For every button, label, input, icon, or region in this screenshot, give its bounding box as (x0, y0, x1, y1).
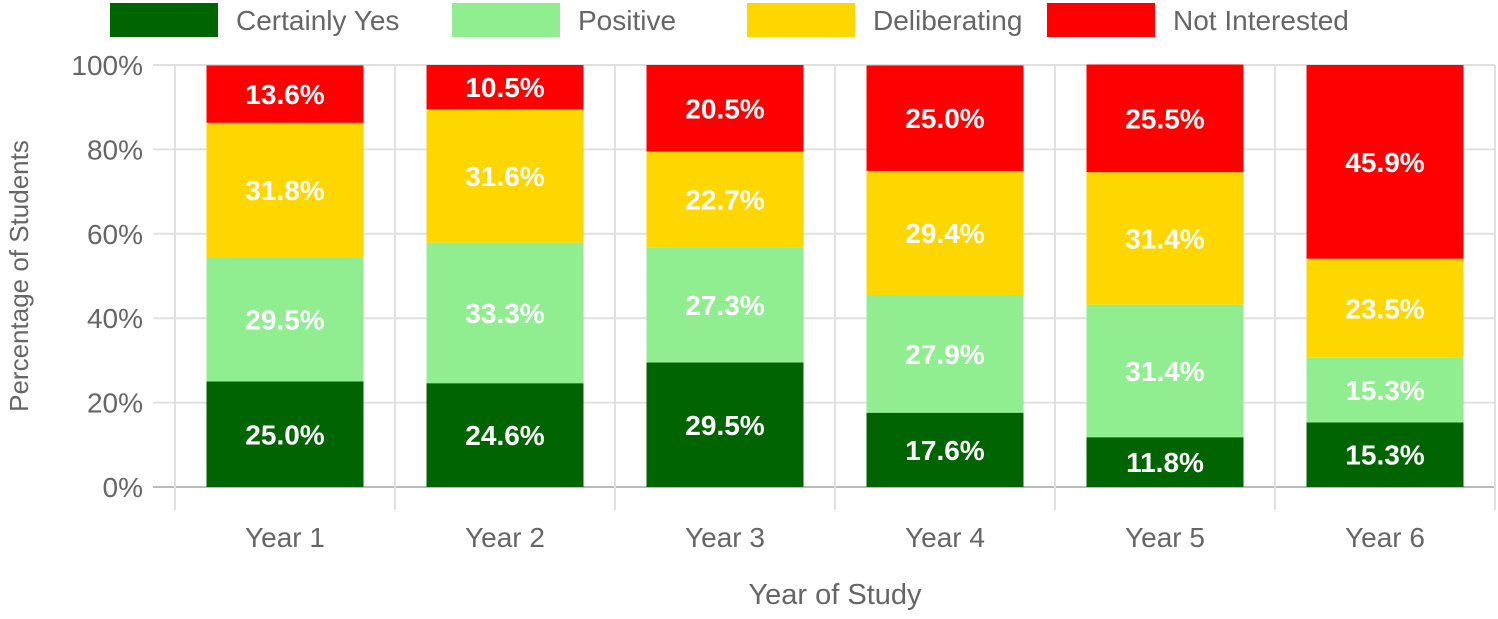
bar-segment-not-interested (206, 65, 364, 123)
legend-swatch (110, 3, 218, 37)
data-label: 20.5% (685, 93, 764, 124)
data-label: 13.6% (245, 79, 324, 110)
y-tick-label: 20% (87, 388, 143, 419)
data-label: 10.5% (465, 72, 544, 103)
axis-ticks: 0% 20% 40% 60% 80% 100% Year 1 Year 2 Year 3 Year… (71, 50, 1425, 553)
bar-segment-certainly-yes (1306, 422, 1464, 487)
x-tick-label: Year 2 (465, 522, 545, 553)
bar-segment-certainly-yes (426, 383, 584, 487)
bar-segment-deliberating (1306, 258, 1464, 358)
bar-segment-positive (1086, 304, 1244, 438)
data-label: 33.3% (465, 298, 544, 329)
bar-segment-not-interested (1086, 64, 1244, 173)
data-label: 31.8% (245, 175, 324, 206)
data-label: 27.3% (685, 290, 764, 321)
y-tick-label: 100% (71, 50, 143, 81)
data-label: 23.5% (1345, 293, 1424, 324)
bars: 25.0% 29.5% 31.8% 13.6% 24.6% 33.3% 31.6% 10.5%… (206, 64, 1464, 487)
y-axis-title: Percentage of Students (4, 140, 34, 412)
bar-segment-not-interested (866, 65, 1024, 171)
legend-swatch (1047, 3, 1155, 37)
data-label: 25.0% (245, 419, 324, 450)
bar-segment-positive (1306, 357, 1464, 423)
data-label: 25.0% (905, 103, 984, 134)
legend-label: Positive (578, 5, 676, 36)
data-label: 17.6% (905, 435, 984, 466)
legend-label: Certainly Yes (236, 5, 399, 36)
x-tick-label: Year 6 (1345, 522, 1425, 553)
data-label: 22.7% (685, 184, 764, 215)
bar-segment-deliberating (426, 109, 584, 243)
legend-swatch (747, 3, 855, 37)
bar-segment-deliberating (866, 170, 1024, 295)
data-label: 29.5% (685, 410, 764, 441)
legend: Certainly Yes Positive Deliberating Not Int… (110, 3, 1349, 37)
bar-segment-deliberating (646, 151, 804, 248)
data-label: 11.8% (1126, 447, 1204, 478)
data-label: 15.3% (1345, 440, 1424, 471)
data-label: 24.6% (465, 420, 544, 451)
y-tick-label: 60% (87, 219, 143, 250)
y-tick-label: 40% (87, 303, 143, 334)
x-axis-title: Year of Study (748, 579, 922, 611)
bar-segment-not-interested (1306, 65, 1464, 259)
y-tick-label: 80% (87, 134, 143, 165)
bar-segment-certainly-yes (206, 381, 364, 487)
legend-label: Deliberating (873, 5, 1022, 36)
bar-segment-not-interested (646, 65, 804, 152)
data-label: 27.9% (905, 339, 984, 370)
data-label: 25.5% (1125, 103, 1204, 134)
bar-segment-positive (426, 242, 584, 384)
grid (153, 64, 1496, 510)
data-label: 31.6% (465, 161, 544, 192)
data-label: 45.9% (1345, 147, 1424, 178)
y-tick-label: 0% (103, 472, 143, 503)
bar-segment-positive (206, 257, 364, 382)
x-tick-label: Year 4 (905, 522, 985, 553)
bar-segment-positive (866, 294, 1024, 413)
legend-label: Not Interested (1173, 5, 1349, 36)
x-tick-label: Year 5 (1125, 522, 1205, 553)
bar-segment-certainly-yes (1086, 437, 1244, 487)
bar-segment-certainly-yes (646, 362, 804, 487)
data-label: 31.4% (1125, 223, 1204, 254)
data-label: 15.3% (1345, 375, 1424, 406)
bar-segment-deliberating (1086, 172, 1244, 305)
x-tick-label: Year 1 (245, 522, 325, 553)
x-tick-label: Year 3 (685, 522, 765, 553)
bar-segment-not-interested (426, 65, 584, 110)
bar-segment-deliberating (206, 122, 364, 258)
bar-segment-positive (646, 247, 804, 363)
data-label: 29.5% (245, 304, 324, 335)
data-label: 29.4% (905, 218, 984, 249)
legend-swatch (452, 3, 560, 37)
bar-segment-certainly-yes (866, 412, 1024, 487)
data-label: 31.4% (1125, 356, 1204, 387)
